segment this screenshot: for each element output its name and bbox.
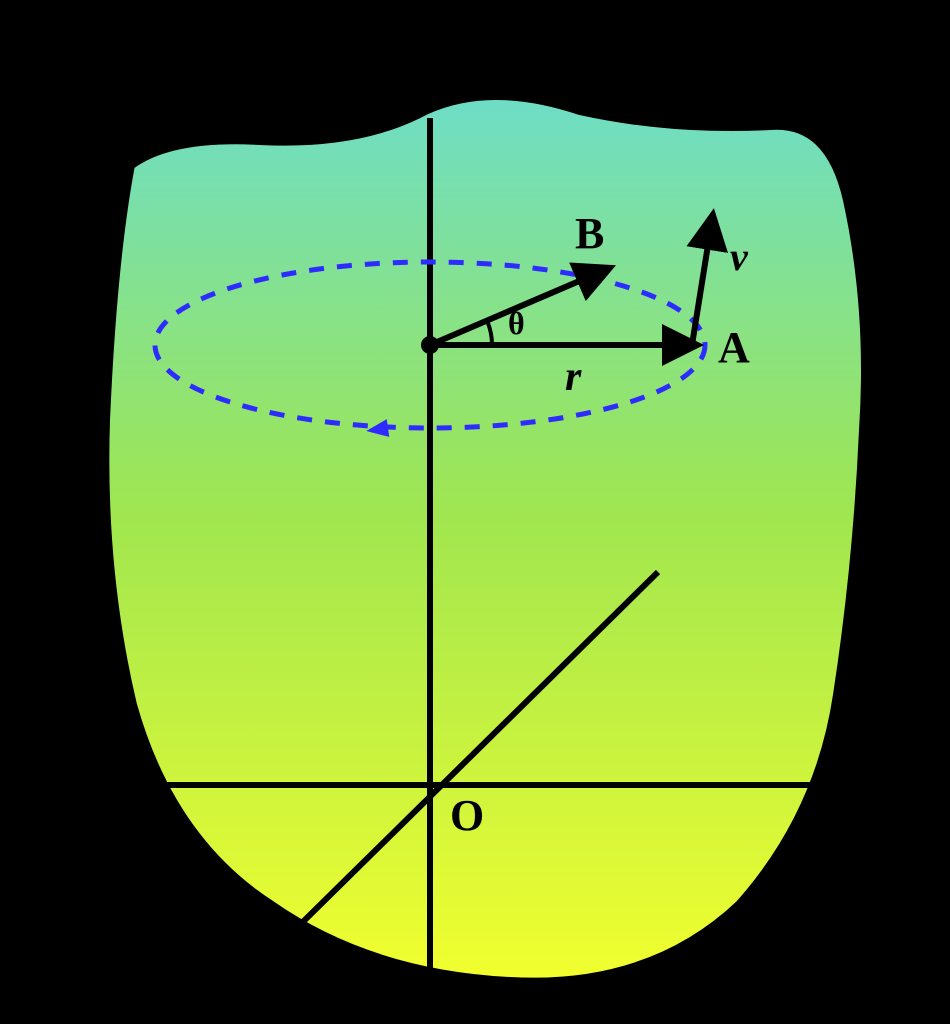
vector-r-label: r: [565, 354, 582, 400]
body-blob: [104, 95, 866, 983]
point-b-label: B: [575, 209, 604, 258]
center-point: [421, 336, 439, 354]
theta-label: θ: [508, 305, 525, 341]
point-a-label: A: [718, 323, 750, 372]
vector-v-label: v: [730, 234, 749, 279]
physics-diagram: O r v θ A B: [0, 0, 950, 1024]
origin-label: O: [450, 791, 484, 840]
